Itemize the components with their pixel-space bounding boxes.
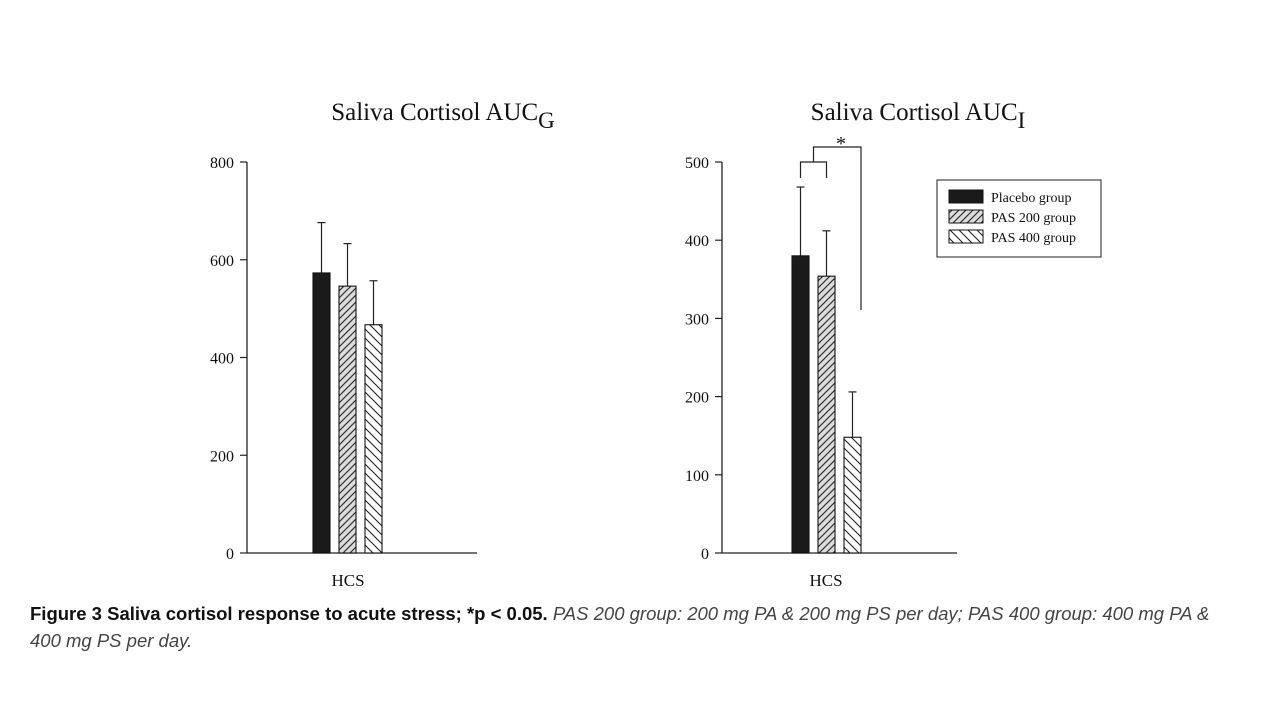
caption-lead: Figure 3 Saliva cortisol response to acu…	[30, 603, 548, 624]
bar-2	[338, 285, 357, 554]
x-tick-label: HCS	[809, 571, 842, 590]
y-tick-label: 800	[210, 155, 234, 172]
bar-2	[817, 275, 836, 554]
significance-bracket-inner	[799, 161, 828, 178]
figure-caption: Figure 3 Saliva cortisol response to acu…	[30, 600, 1240, 654]
y-tick-label: 400	[210, 351, 234, 368]
y-tick-label: 100	[685, 468, 709, 485]
legend-swatch-3	[948, 229, 984, 244]
bar-1	[791, 255, 810, 554]
bar-3	[843, 436, 862, 554]
legend-label-1: Placebo group	[991, 191, 1071, 206]
caption-rest: PAS 200 group: 200 mg PA & 200 mg PS per…	[30, 603, 1210, 651]
legend-swatch-1	[948, 189, 984, 204]
x-tick-label: HCS	[331, 571, 364, 590]
legend-swatch-2	[948, 209, 984, 224]
bar-3	[364, 324, 383, 554]
chart-auc-i: Saliva Cortisol AUCI 0 100 200 300 400 500 HCS *…	[685, 99, 1102, 590]
y-tick-label: 600	[210, 253, 234, 270]
bar-1	[312, 272, 331, 554]
y-tick-label: 0	[701, 546, 709, 563]
significance-bracket-outer	[812, 146, 862, 310]
chart-title: Saliva Cortisol AUCG	[331, 99, 555, 133]
chart-title: Saliva Cortisol AUCI	[811, 99, 1026, 133]
significance-star: *	[836, 133, 846, 155]
chart-auc-g: Saliva Cortisol AUCG 0 200 400 600 800 HCS	[210, 99, 555, 590]
legend-label-2: PAS 200 group	[991, 211, 1076, 226]
y-tick-label: 400	[685, 233, 709, 250]
y-tick-label: 200	[210, 448, 234, 465]
y-tick-label: 200	[685, 390, 709, 407]
legend-label-3: PAS 400 group	[991, 231, 1076, 246]
y-tick-label: 0	[226, 546, 234, 563]
y-tick-label: 500	[685, 155, 709, 172]
y-tick-label: 300	[685, 311, 709, 328]
